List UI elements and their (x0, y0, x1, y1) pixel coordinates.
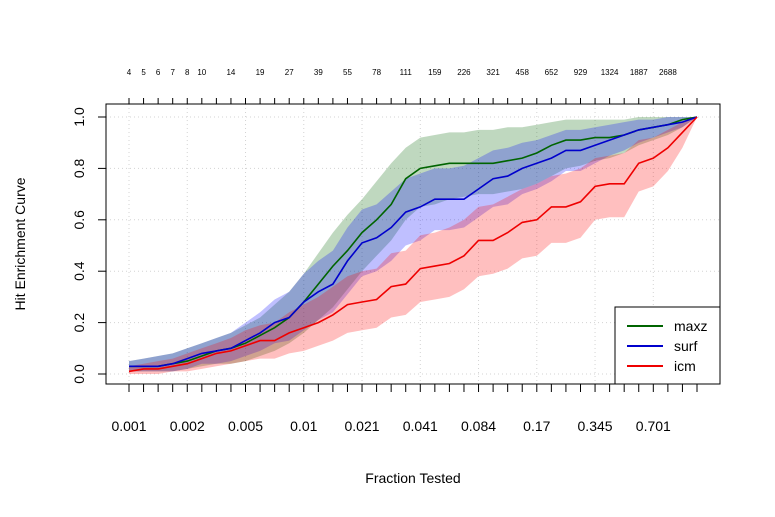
band-surf (129, 117, 697, 372)
top-tick-label-2: 6 (156, 68, 161, 77)
top-tick-label-6: 14 (226, 68, 235, 77)
top-tick-label-15: 321 (486, 68, 500, 77)
top-tick-label-5: 10 (197, 68, 206, 77)
top-tick-label-0: 4 (127, 68, 132, 77)
top-tick-label-11: 78 (372, 68, 381, 77)
line-icm (128, 116, 698, 373)
axes: 0.001 0.002 0.005 0.01 0.021 0.041 0.084 0.17 0.… (71, 68, 698, 434)
line-surf (129, 116, 698, 368)
x-tick-label-5: 0.041 (403, 418, 438, 434)
top-tick-label-9: 39 (314, 68, 323, 77)
top-tick-label-3: 7 (170, 68, 175, 77)
x-tick-label-8: 0.345 (578, 418, 613, 434)
top-tick-label-20: 1887 (630, 68, 648, 77)
top-tick-label-18: 929 (574, 68, 588, 77)
band-maxz (129, 117, 697, 372)
plot-frame (105, 103, 721, 385)
series-lines (128, 116, 698, 373)
x-tick-label-6: 0.084 (461, 418, 496, 434)
x-tick-label-9: 0.701 (636, 418, 671, 434)
legend-label-surf: surf (674, 338, 697, 354)
x-tick-label-2: 0.005 (228, 418, 263, 434)
top-tick-label-10: 55 (343, 68, 352, 77)
legend: maxz surf icm (614, 306, 721, 385)
top-tick-label-17: 652 (545, 68, 559, 77)
x-tick-label-4: 0.021 (345, 418, 380, 434)
top-tick-label-4: 8 (185, 68, 190, 77)
y-tick-label-4: 0.8 (71, 158, 87, 178)
y-axis-title: Hit Enrichment Curve (12, 177, 28, 310)
x-tick-label-7: 0.17 (523, 418, 550, 434)
y-tick-label-3: 0.6 (71, 210, 87, 230)
top-tick-label-21: 2688 (659, 68, 677, 77)
x-axis-title: Fraction Tested (365, 470, 460, 486)
x-tick-label-3: 0.01 (290, 418, 317, 434)
y-tick-label-1: 0.2 (71, 313, 87, 333)
legend-label-icm: icm (674, 358, 696, 374)
x-tick-label-0: 0.001 (111, 418, 146, 434)
top-tick-label-13: 159 (428, 68, 442, 77)
top-tick-label-8: 27 (285, 68, 294, 77)
top-tick-label-7: 19 (256, 68, 265, 77)
y-tick-label-2: 0.4 (71, 261, 87, 281)
x-tick-label-1: 0.002 (170, 418, 205, 434)
top-tick-label-19: 1324 (601, 68, 619, 77)
band-icm (129, 117, 697, 374)
top-tick-label-14: 226 (457, 68, 471, 77)
legend-label-maxz: maxz (674, 318, 707, 334)
y-tick-label-0: 0.0 (71, 364, 87, 384)
top-tick-label-12: 111 (400, 68, 413, 77)
top-tick-label-16: 458 (516, 68, 530, 77)
y-tick-label-5: 1.0 (71, 107, 87, 127)
top-tick-label-1: 5 (141, 68, 146, 77)
confidence-bands (129, 117, 697, 374)
